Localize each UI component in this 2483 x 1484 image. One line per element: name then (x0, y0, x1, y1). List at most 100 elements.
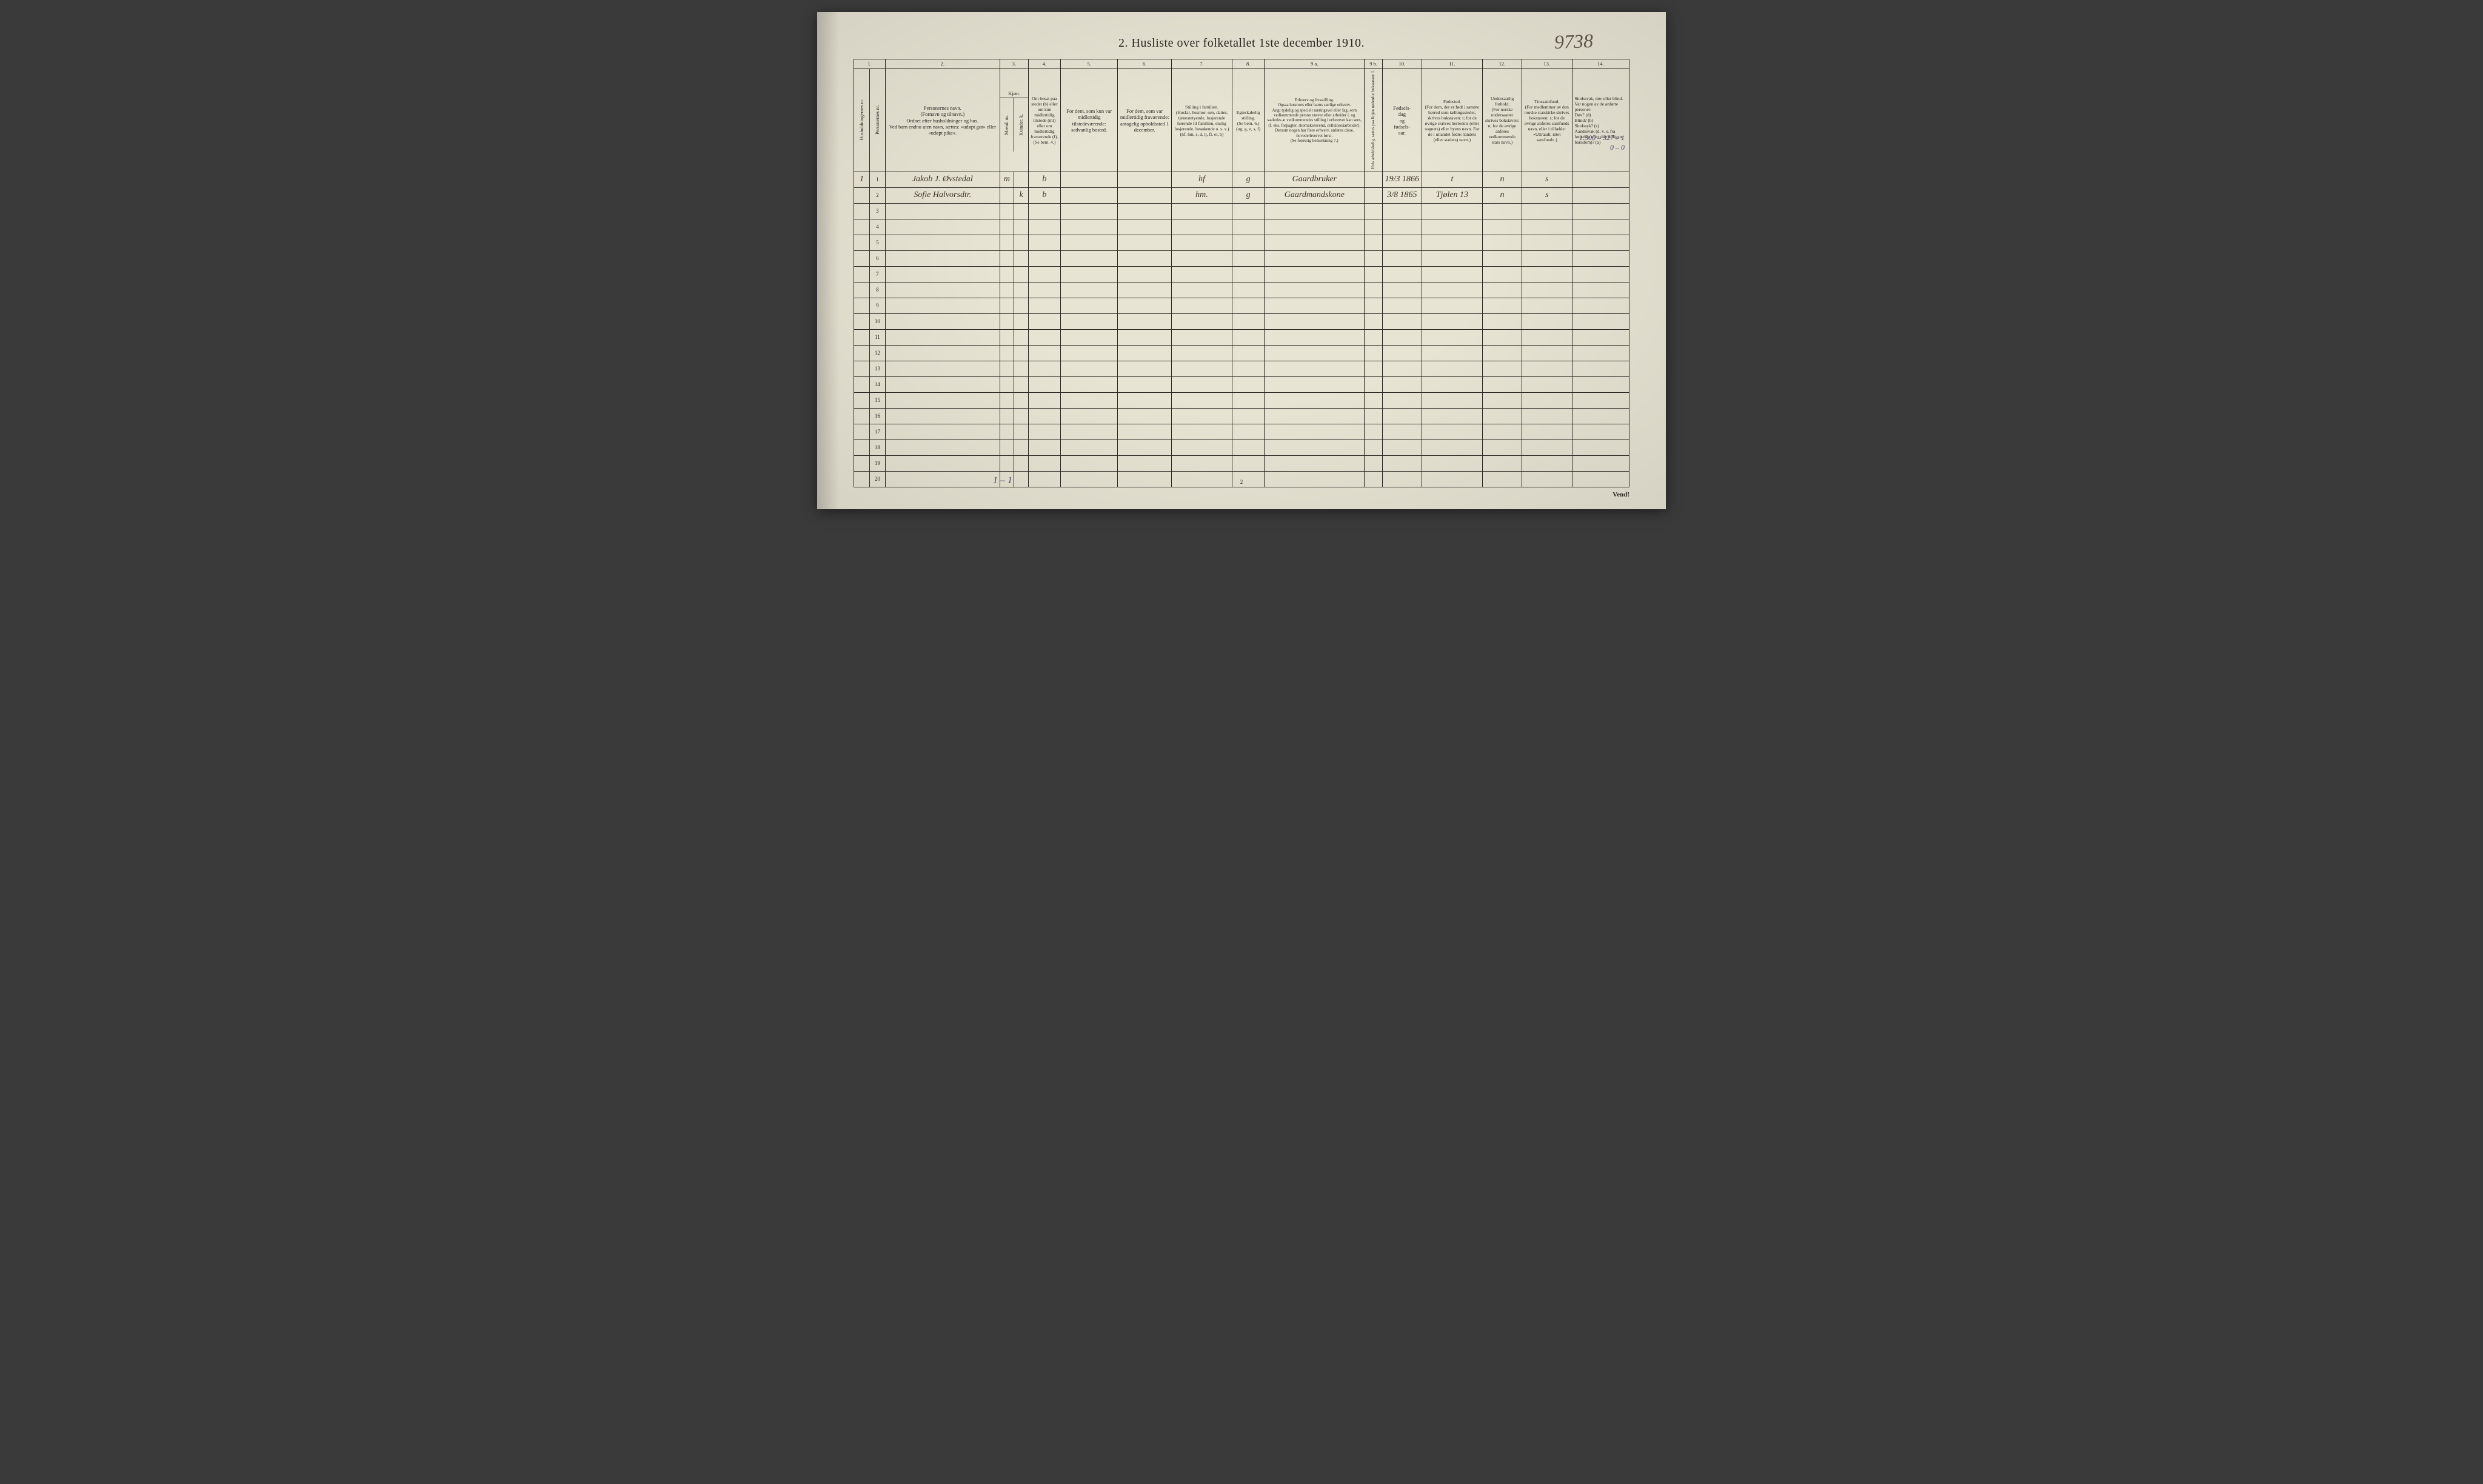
cell-bosat (1028, 204, 1060, 219)
table-row: 9 (854, 298, 1629, 314)
table-row: 13 (854, 361, 1629, 377)
cell-undersaat (1483, 330, 1522, 346)
cell-arbeidsledig (1365, 314, 1382, 330)
cell-erhverv (1265, 251, 1365, 267)
cell-hh (854, 330, 870, 346)
cell-person-nr: 16 (869, 409, 885, 424)
cell-arbeidsledig (1365, 188, 1382, 204)
table-row: 2Sofie Halvorsdtr.kbhm.gGaardmandskone3/… (854, 188, 1629, 204)
cell-undersaat (1483, 440, 1522, 456)
cell-sex-m (1000, 298, 1014, 314)
cell-person-nr: 3 (869, 204, 885, 219)
table-row: 5 (854, 235, 1629, 251)
cell-egteskab (1232, 393, 1265, 409)
header-fodested: Fødested. (For dem, der er født i samme … (1422, 69, 1482, 172)
cell-familie (1171, 204, 1232, 219)
cell-person-nr: 6 (869, 251, 885, 267)
cell-familie (1171, 330, 1232, 346)
cell-person-nr: 19 (869, 456, 885, 472)
cell-hh (854, 346, 870, 361)
cell-fodsel (1382, 219, 1422, 235)
cell-familie (1171, 298, 1232, 314)
cell-egteskab (1232, 267, 1265, 282)
header-sindssvak: Sindssvak, døv eller blind. Var nogen av… (1572, 69, 1629, 172)
cell-midl-tilstede (1060, 330, 1117, 346)
cell-midl-tilstede (1060, 298, 1117, 314)
cell-person-nr: 2 (869, 188, 885, 204)
cell-hh (854, 298, 870, 314)
cell-name (885, 330, 1000, 346)
cell-egteskab (1232, 472, 1265, 487)
cell-midl-tilstede (1060, 172, 1117, 188)
cell-fodsel (1382, 472, 1422, 487)
cell-bosat (1028, 251, 1060, 267)
cell-name (885, 235, 1000, 251)
cell-sindssvak (1572, 204, 1629, 219)
table-row: 10 (854, 314, 1629, 330)
cell-bosat (1028, 409, 1060, 424)
colnum-3: 3. (1000, 59, 1028, 69)
cell-sex-m (1000, 204, 1014, 219)
cell-undersaat (1483, 314, 1522, 330)
cell-sindssvak (1572, 314, 1629, 330)
cell-sindssvak (1572, 235, 1629, 251)
cell-fodested (1422, 314, 1482, 330)
cell-fodsel (1382, 393, 1422, 409)
cell-midl-tilstede (1060, 472, 1117, 487)
cell-undersaat (1483, 456, 1522, 472)
cell-undersaat (1483, 377, 1522, 393)
colnum-14: 14. (1572, 59, 1629, 69)
cell-bosat (1028, 235, 1060, 251)
cell-name (885, 267, 1000, 282)
cell-egteskab (1232, 298, 1265, 314)
cell-undersaat (1483, 393, 1522, 409)
cell-bosat (1028, 219, 1060, 235)
cell-hh (854, 361, 870, 377)
cell-egteskab (1232, 377, 1265, 393)
cell-tros (1522, 361, 1572, 377)
cell-midl-fravaer (1118, 409, 1171, 424)
cell-sindssvak (1572, 409, 1629, 424)
cell-arbeidsledig (1365, 346, 1382, 361)
cell-midl-fravaer (1118, 298, 1171, 314)
cell-arbeidsledig (1365, 440, 1382, 456)
cell-fodsel (1382, 314, 1422, 330)
cell-fodsel: 19/3 1866 (1382, 172, 1422, 188)
cell-person-nr: 4 (869, 219, 885, 235)
cell-egteskab: g (1232, 188, 1265, 204)
table-row: 14 (854, 377, 1629, 393)
cell-person-nr: 5 (869, 235, 885, 251)
cell-name (885, 251, 1000, 267)
printed-page-number: 2 (1240, 479, 1243, 485)
cell-sex-m (1000, 235, 1014, 251)
cell-fodsel (1382, 204, 1422, 219)
cell-familie (1171, 361, 1232, 377)
footer-tally: 1 – 1 (993, 475, 1012, 486)
cell-undersaat: n (1483, 172, 1522, 188)
cell-sex-m (1000, 393, 1014, 409)
cell-tros (1522, 219, 1572, 235)
cell-bosat (1028, 298, 1060, 314)
header-familie-stilling: Stilling i familien. (Husfar, husmor, sø… (1171, 69, 1232, 172)
cell-midl-tilstede (1060, 235, 1117, 251)
cell-fodested: t (1422, 172, 1482, 188)
cell-name (885, 456, 1000, 472)
cell-bosat (1028, 330, 1060, 346)
cell-familie: hf (1171, 172, 1232, 188)
cell-midl-tilstede (1060, 409, 1117, 424)
cell-erhverv (1265, 219, 1365, 235)
cell-midl-tilstede (1060, 188, 1117, 204)
table-row: 7 (854, 267, 1629, 282)
cell-fodested (1422, 409, 1482, 424)
cell-egteskab (1232, 456, 1265, 472)
cell-undersaat (1483, 409, 1522, 424)
cell-hh (854, 267, 870, 282)
cell-tros (1522, 456, 1572, 472)
cell-sex-m (1000, 377, 1014, 393)
cell-name (885, 346, 1000, 361)
colnum-13: 13. (1522, 59, 1572, 69)
cell-midl-fravaer (1118, 204, 1171, 219)
cell-erhverv (1265, 346, 1365, 361)
cell-hh (854, 424, 870, 440)
cell-name (885, 377, 1000, 393)
